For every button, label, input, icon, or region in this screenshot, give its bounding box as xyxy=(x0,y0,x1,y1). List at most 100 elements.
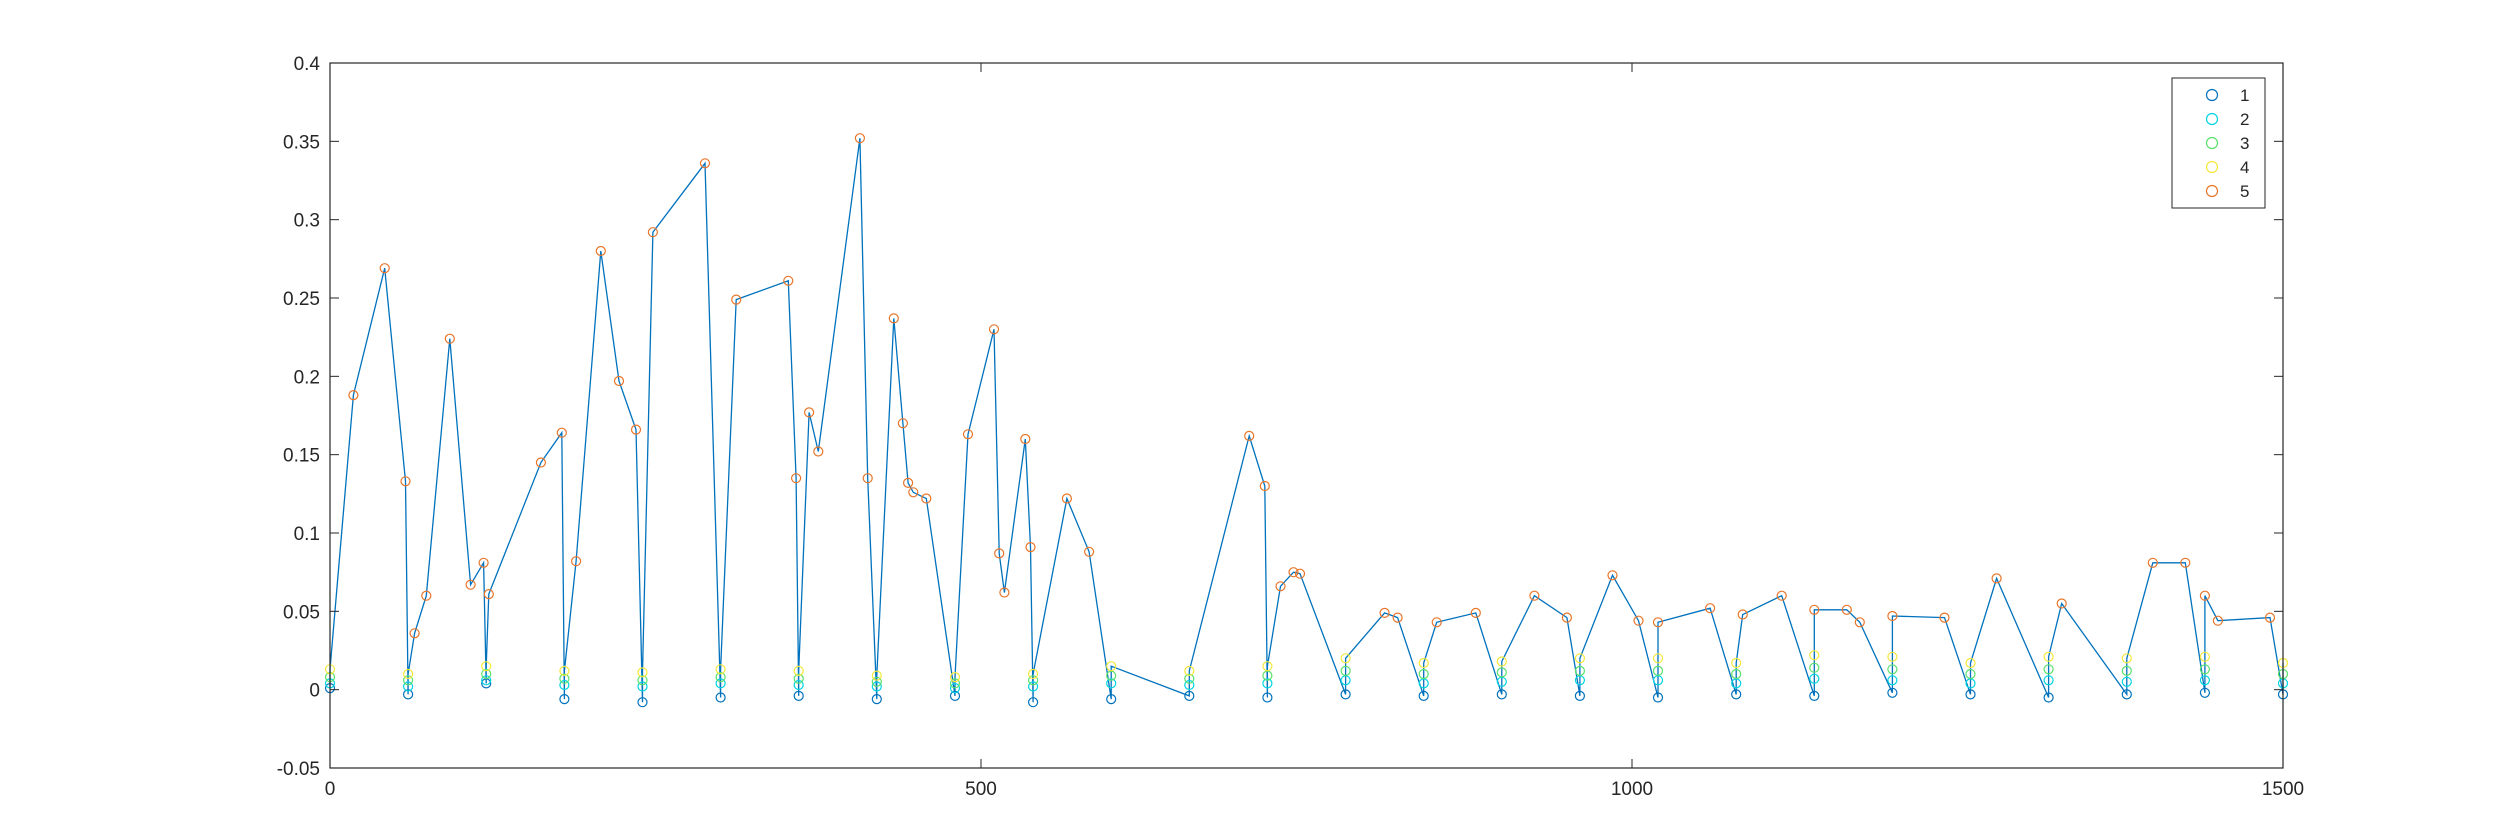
data-point xyxy=(1854,617,1865,628)
data-point xyxy=(1184,673,1195,684)
data-point xyxy=(1262,661,1273,672)
data-point xyxy=(1809,662,1820,673)
y-tick-label: 0.4 xyxy=(294,54,321,75)
data-point xyxy=(1965,689,1976,700)
data-point xyxy=(1340,653,1351,664)
data-point xyxy=(637,667,648,678)
data-point xyxy=(1294,568,1306,579)
data-point xyxy=(647,227,659,238)
data-point xyxy=(1083,546,1095,557)
data-point xyxy=(1275,581,1286,592)
data-point xyxy=(1965,668,1976,680)
data-point xyxy=(1652,653,1664,664)
data-point xyxy=(556,427,567,438)
data-point xyxy=(1776,590,1787,601)
data-point xyxy=(403,681,414,692)
data-point xyxy=(1841,604,1852,615)
data-point xyxy=(481,675,492,686)
data-point xyxy=(1809,650,1820,661)
y-tick-label: 0.15 xyxy=(283,446,320,467)
legend-label: 3 xyxy=(2240,134,2249,153)
data-point xyxy=(1262,692,1273,703)
data-point xyxy=(1652,665,1664,677)
data-point xyxy=(2043,675,2054,686)
data-point xyxy=(1262,678,1273,689)
data-point xyxy=(699,158,711,169)
data-point xyxy=(1704,603,1716,614)
data-layer xyxy=(324,133,2289,708)
legend-marker xyxy=(2205,112,2219,126)
data-point xyxy=(962,429,974,440)
data-point xyxy=(535,457,547,468)
data-point xyxy=(465,579,476,590)
series-line xyxy=(329,138,2284,703)
data-point xyxy=(2199,675,2210,686)
data-point xyxy=(1027,668,1039,680)
data-point xyxy=(1529,590,1540,601)
legend: 1 2 3 4 5 xyxy=(2171,77,2266,209)
data-point xyxy=(1809,690,1820,702)
data-point xyxy=(897,418,909,429)
data-point xyxy=(731,294,742,305)
data-point xyxy=(1939,612,1950,623)
data-point xyxy=(1288,567,1299,578)
data-point xyxy=(2043,651,2054,662)
y-tick-label: 0.35 xyxy=(283,132,320,153)
data-point xyxy=(1470,607,1481,619)
plot-area: 0 500 1000 1500-0.0500.050.10.150.20.250.30… xyxy=(277,54,2304,800)
data-point xyxy=(481,661,492,672)
data-point xyxy=(908,487,919,498)
data-point xyxy=(1574,653,1586,664)
data-point xyxy=(1731,657,1742,669)
data-point xyxy=(1244,430,1255,441)
data-point xyxy=(2212,615,2223,626)
data-point xyxy=(1652,692,1664,703)
data-point xyxy=(1496,689,1507,700)
legend-marker xyxy=(2205,160,2219,174)
data-point xyxy=(1259,480,1270,492)
data-point xyxy=(559,679,570,691)
data-point xyxy=(483,588,494,600)
data-point xyxy=(1184,690,1195,702)
data-point xyxy=(862,473,873,484)
data-point xyxy=(1184,679,1195,691)
series-4-markers xyxy=(324,650,2289,683)
data-point xyxy=(949,690,961,702)
legend-marker xyxy=(2205,136,2219,150)
legend-label: 2 xyxy=(2240,110,2249,129)
data-point xyxy=(613,375,625,387)
data-point xyxy=(1392,612,1403,623)
data-point xyxy=(1887,610,1898,622)
data-point xyxy=(1106,693,1117,705)
data-point xyxy=(2121,665,2132,677)
data-point xyxy=(403,675,414,686)
data-point xyxy=(1418,690,1429,702)
data-point xyxy=(994,548,1005,559)
data-point xyxy=(871,670,882,681)
data-point xyxy=(1184,665,1195,677)
x-tick-label: 1000 xyxy=(1611,779,1653,800)
data-point xyxy=(559,673,570,684)
data-point xyxy=(1340,689,1351,700)
y-tick-label: 0.2 xyxy=(294,367,320,388)
data-point xyxy=(988,324,1000,335)
axes-box xyxy=(329,62,2284,769)
data-point xyxy=(1809,673,1820,684)
data-point xyxy=(1633,615,1644,626)
data-point xyxy=(790,473,802,484)
data-point xyxy=(1991,573,2002,584)
data-point xyxy=(2121,676,2132,687)
data-point xyxy=(403,668,414,680)
data-point xyxy=(1652,617,1664,628)
data-point xyxy=(2199,687,2210,698)
data-point xyxy=(1809,604,1820,615)
data-point xyxy=(559,665,570,677)
data-point xyxy=(1418,668,1429,680)
y-tick-label: -0.05 xyxy=(277,759,320,780)
data-point xyxy=(1496,656,1507,667)
data-point xyxy=(2121,689,2132,700)
data-point xyxy=(871,681,882,692)
y-tick-label: 0 xyxy=(309,681,320,702)
